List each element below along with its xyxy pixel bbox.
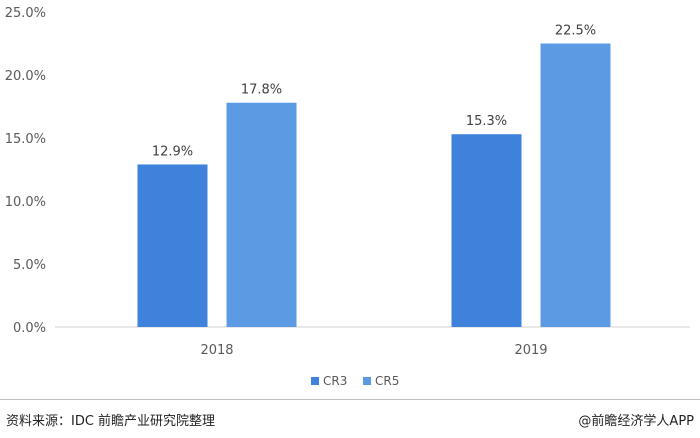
bar-cr3-2019 [451,134,522,327]
bar-cr3-2018 [137,164,208,327]
data-label-cr5-2019: 22.5% [555,24,596,39]
y-tick-label: 10.0% [5,195,46,210]
bars [137,43,611,327]
bar-cr5-2018 [226,102,297,327]
brand-credit: @前瞻经济学人APP [578,414,694,429]
data-label-cr3-2018: 12.9% [152,144,193,159]
y-tick-label: 15.0% [5,132,46,147]
legend: CR3 CR5 [311,374,399,388]
bar-chart: 0.0%5.0%10.0%15.0%20.0%25.0% 12.9%17.8%1… [5,6,690,388]
data-label-cr5-2018: 17.8% [241,83,282,98]
y-axis-ticks: 0.0% 5.0% 10.0% 15.0% 20.0% 25.0% [5,6,46,336]
legend-swatch-cr5 [363,377,371,385]
x-tick-label: 2019 [514,343,547,358]
legend-label-cr5: CR5 [375,374,399,388]
x-axis-ticks: 2018 2019 [200,343,547,358]
footer: 资料来源：IDC 前瞻产业研究院整理 @前瞻经济学人APP [0,399,700,438]
y-tick-label: 0.0% [13,321,46,336]
x-tick-label: 2018 [200,343,233,358]
y-tick-label: 25.0% [5,6,46,21]
data-label-cr3-2019: 15.3% [466,114,507,129]
data-labels: 12.9% 17.8% 15.3% 22.5% [152,24,596,160]
y-tick-label: 5.0% [13,258,46,273]
legend-label-cr3: CR3 [323,374,347,388]
y-tick-label: 20.0% [5,69,46,84]
source-note: 资料来源：IDC 前瞻产业研究院整理 [6,414,216,429]
legend-swatch-cr3 [311,377,319,385]
bar-cr5-2019 [540,43,611,327]
